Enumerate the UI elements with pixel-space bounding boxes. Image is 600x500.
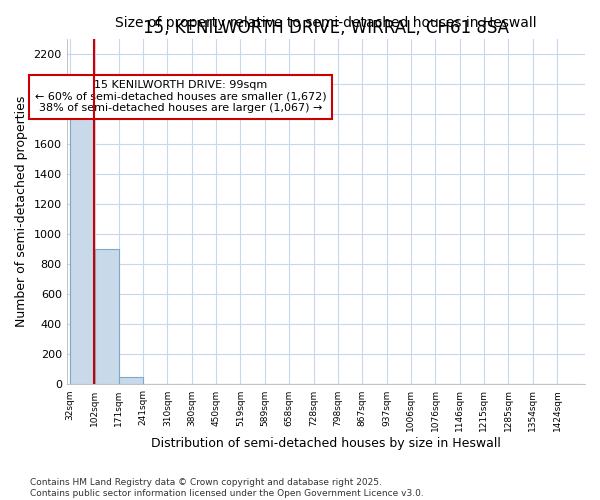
X-axis label: Distribution of semi-detached houses by size in Heswall: Distribution of semi-detached houses by …: [151, 437, 501, 450]
Bar: [119, 377, 143, 384]
Bar: [95, 249, 119, 384]
Text: 15 KENILWORTH DRIVE: 99sqm
← 60% of semi-detached houses are smaller (1,672)
38%: 15 KENILWORTH DRIVE: 99sqm ← 60% of semi…: [35, 80, 326, 114]
Bar: [70, 110, 94, 384]
Text: Size of property relative to semi-detached houses in Heswall: Size of property relative to semi-detach…: [115, 16, 536, 30]
Y-axis label: Number of semi-detached properties: Number of semi-detached properties: [15, 96, 28, 327]
Title: 15, KENILWORTH DRIVE, WIRRAL, CH61 8SA: 15, KENILWORTH DRIVE, WIRRAL, CH61 8SA: [143, 19, 509, 37]
Text: Contains HM Land Registry data © Crown copyright and database right 2025.
Contai: Contains HM Land Registry data © Crown c…: [30, 478, 424, 498]
